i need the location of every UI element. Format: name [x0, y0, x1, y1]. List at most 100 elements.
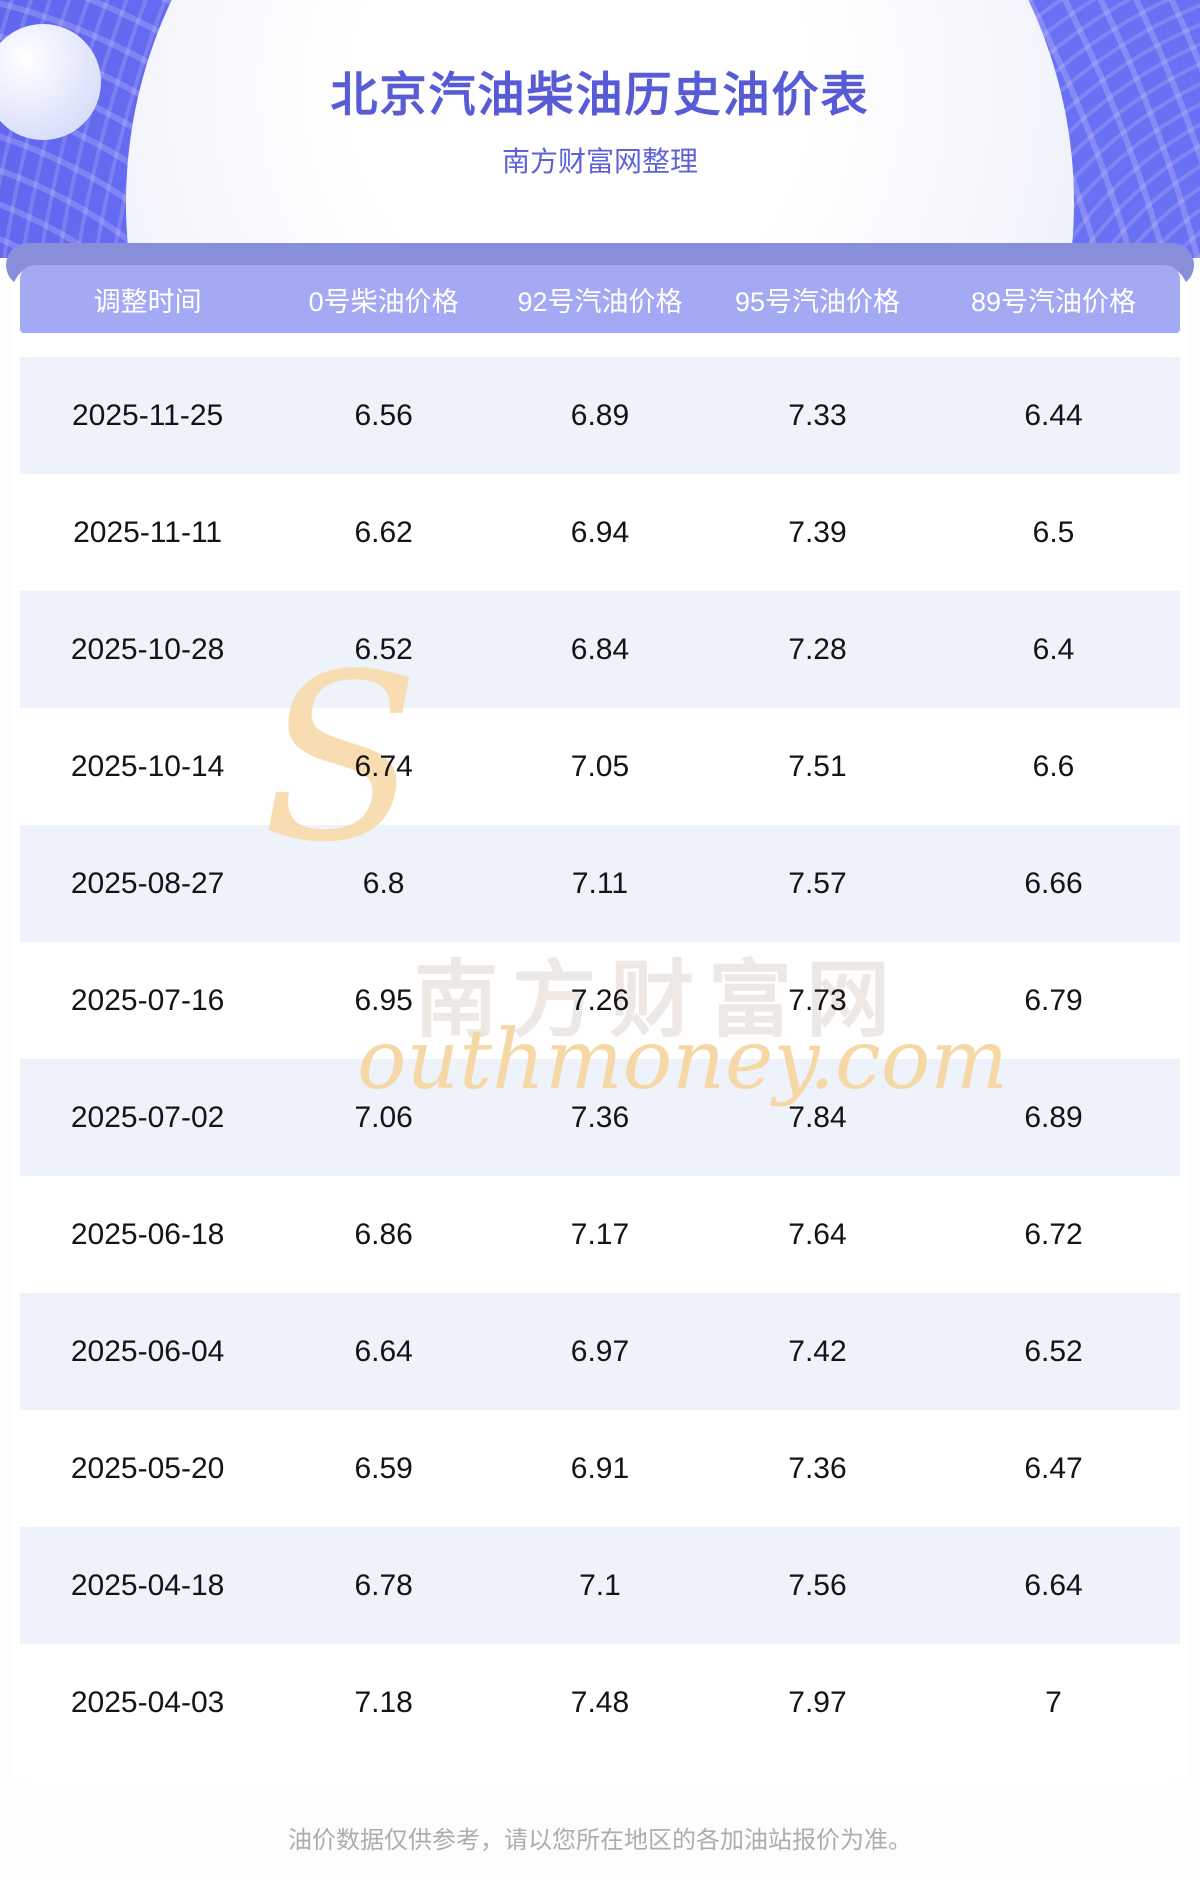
price-cell: 6.44	[927, 399, 1180, 433]
hero-ellipse	[126, 0, 1074, 258]
cell-text: 6.89	[1024, 1100, 1083, 1134]
price-cell: 6.72	[927, 1218, 1180, 1252]
cell-text: 2025-04-18	[70, 1568, 225, 1602]
price-cell: 7	[927, 1686, 1180, 1720]
price-cell: 7.42	[708, 1335, 927, 1369]
table-body: 2025-11-25 6.56 6.89 7.33 6.44 2025-11-11 6.62…	[20, 357, 1180, 1761]
cell-text: 6.52	[1024, 1334, 1083, 1368]
price-cell: 7.51	[708, 750, 927, 784]
date-cell: 2025-04-03	[20, 1686, 275, 1720]
price-cell: 6.89	[927, 1101, 1180, 1135]
cell-text: 7.97	[788, 1685, 847, 1719]
cell-text: 6.84	[570, 632, 630, 666]
table-row: 2025-08-27 6.8 7.11 7.57 6.66	[20, 825, 1180, 942]
date-cell: 2025-11-25	[20, 399, 275, 433]
cell-text: 7.64	[788, 1217, 847, 1251]
cell-text: 6.97	[570, 1334, 630, 1368]
cell-text: 7.18	[354, 1685, 413, 1719]
date-cell: 2025-04-18	[20, 1569, 275, 1603]
table-row: 2025-04-03 7.18 7.48 7.97 7	[20, 1644, 1180, 1761]
cell-text: 6.44	[1024, 398, 1083, 432]
cell-text: 6.91	[570, 1451, 630, 1485]
price-cell: 7.57	[708, 867, 927, 901]
price-cell: 7.56	[708, 1569, 927, 1603]
cell-text: 2025-10-14	[70, 749, 225, 783]
cell-text: 7.56	[788, 1568, 847, 1602]
cell-text: 6.78	[354, 1568, 413, 1602]
price-cell: 7.36	[708, 1452, 927, 1486]
price-cell: 7.17	[492, 1218, 708, 1252]
cell-text: 7	[1045, 1685, 1062, 1719]
price-cell: 6.4	[927, 633, 1180, 667]
price-cell: 6.47	[927, 1452, 1180, 1486]
price-cell: 6.79	[927, 984, 1180, 1018]
price-cell: 6.74	[275, 750, 492, 784]
cell-text: 6.72	[1024, 1217, 1083, 1251]
cell-text: 7.1	[579, 1568, 621, 1602]
cell-text: 6.6	[1032, 749, 1075, 783]
price-cell: 6.5	[927, 516, 1180, 550]
column-header: 调整时间	[93, 286, 202, 317]
price-cell: 7.39	[708, 516, 927, 550]
cell-text: 6.52	[354, 632, 413, 666]
cell-text: 6.64	[1024, 1568, 1083, 1602]
deco-circle	[0, 24, 101, 140]
cell-text: 2025-08-27	[70, 866, 225, 900]
price-cell: 7.26	[492, 984, 708, 1018]
price-cell: 7.84	[708, 1101, 927, 1135]
cell-text: 7.48	[570, 1685, 630, 1719]
table-row: 2025-07-02 7.06 7.36 7.84 6.89	[20, 1059, 1180, 1176]
price-cell: 7.11	[492, 867, 708, 901]
cell-text: 7.57	[788, 866, 847, 900]
price-cell: 7.06	[275, 1101, 492, 1135]
cell-text: 7.17	[570, 1217, 630, 1251]
date-cell: 2025-05-20	[20, 1452, 275, 1486]
date-cell: 2025-10-28	[20, 633, 275, 667]
cell-text: 7.84	[788, 1100, 847, 1134]
table-header-row: 调整时间 0号柴油价格 92号汽油价格 95号汽油价格 89号汽油价格	[20, 265, 1180, 333]
price-cell: 6.95	[275, 984, 492, 1018]
cell-text: 6.95	[354, 983, 413, 1017]
page-title: 北京汽油柴油历史油价表	[330, 68, 870, 121]
cell-text: 6.64	[354, 1334, 413, 1368]
cell-text: 7.42	[788, 1334, 847, 1368]
cell-text: 7.11	[571, 866, 629, 900]
price-cell: 6.86	[275, 1218, 492, 1252]
cell-text: 7.06	[354, 1100, 413, 1134]
cell-text: 6.94	[570, 515, 630, 549]
footer-note: 油价数据仅供参考，请以您所在地区的各加油站报价为准。	[288, 1827, 912, 1854]
cell-text: 7.33	[788, 398, 847, 432]
table-row: 2025-07-16 6.95 7.26 7.73 6.79	[20, 942, 1180, 1059]
price-cell: 7.64	[708, 1218, 927, 1252]
cell-text: 6.79	[1024, 983, 1083, 1017]
cell-text: 2025-07-02	[70, 1100, 225, 1134]
date-cell: 2025-06-04	[20, 1335, 275, 1369]
cell-text: 7.28	[788, 632, 847, 666]
table-row: 2025-10-14 6.74 7.05 7.51 6.6	[20, 708, 1180, 825]
price-cell: 7.05	[492, 750, 708, 784]
cell-text: 6.8	[362, 866, 405, 900]
date-cell: 2025-06-18	[20, 1218, 275, 1252]
price-cell: 6.59	[275, 1452, 492, 1486]
cell-text: 2025-11-11	[73, 515, 223, 549]
price-cell: 6.64	[275, 1335, 492, 1369]
table-row: 2025-06-04 6.64 6.97 7.42 6.52	[20, 1293, 1180, 1410]
table-card: 调整时间 0号柴油价格 92号汽油价格 95号汽油价格 89号汽油价格 2025-11-…	[12, 265, 1188, 1785]
price-cell: 7.36	[492, 1101, 708, 1135]
cell-text: 2025-10-28	[70, 632, 225, 666]
date-cell: 2025-10-14	[20, 750, 275, 784]
cell-text: 7.39	[788, 515, 847, 549]
price-cell: 6.94	[492, 516, 708, 550]
cell-text: 6.66	[1024, 866, 1083, 900]
price-cell: 7.1	[492, 1569, 708, 1603]
price-cell: 6.6	[927, 750, 1180, 784]
cell-text: 2025-06-18	[70, 1217, 225, 1251]
price-cell: 6.56	[275, 399, 492, 433]
column-header: 92号汽油价格	[517, 286, 683, 317]
table-row: 2025-11-25 6.56 6.89 7.33 6.44	[20, 357, 1180, 474]
price-cell: 6.64	[927, 1569, 1180, 1603]
price-cell: 7.73	[708, 984, 927, 1018]
cell-text: 7.36	[570, 1100, 630, 1134]
cell-text: 6.62	[354, 515, 413, 549]
